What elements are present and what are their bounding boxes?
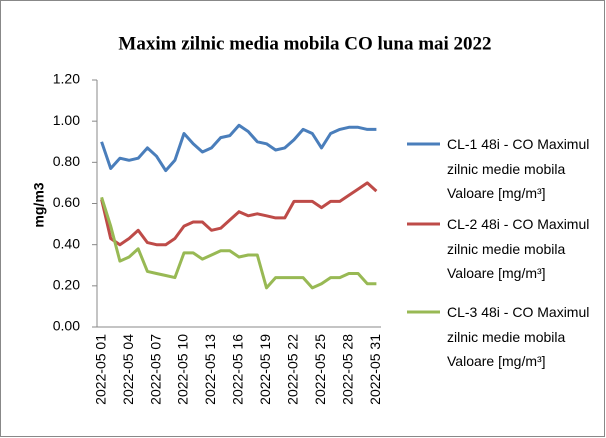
y-tick-label: 1.20: [53, 71, 80, 87]
x-tick-label: 2022-05 10: [175, 334, 191, 405]
legend-label: CL-3 48i - CO Maximul zilnic medie mobil…: [447, 304, 590, 369]
series-line: [100, 196, 377, 290]
legend-label: CL-1 48i - CO Maximul zilnic medie mobil…: [447, 136, 590, 201]
y-tick-label: 0.20: [53, 277, 80, 293]
x-tick-label: 2022-05 25: [312, 334, 328, 405]
y-tick-label: 1.00: [53, 112, 80, 128]
y-tick-label: 0.80: [53, 153, 80, 169]
y-tick-label: 0.00: [53, 318, 80, 334]
chart-title: Maxim zilnic media mobila CO luna mai 20…: [118, 33, 491, 54]
series-line: [100, 181, 378, 247]
y-axis-label: mg/m3: [31, 182, 47, 227]
legend-label: CL-2 48i - CO Maximul zilnic medie mobil…: [447, 216, 590, 281]
y-tick-label: 0.60: [53, 194, 80, 210]
x-tick-label: 2022-05 04: [120, 334, 136, 405]
x-tick-label: 2022-05 19: [257, 334, 273, 405]
x-tick-label: 2022-05 01: [92, 334, 108, 405]
x-tick-label: 2022-05 07: [147, 334, 163, 405]
x-tick-label: 2022-05 31: [367, 334, 383, 405]
x-tick-label: 2022-05 13: [202, 334, 218, 405]
x-tick-label: 2022-05 16: [230, 334, 246, 405]
y-tick-label: 0.40: [53, 235, 80, 251]
x-tick-label: 2022-05 28: [340, 334, 356, 405]
series-line: [100, 123, 377, 173]
x-tick-label: 2022-05 22: [285, 334, 301, 405]
